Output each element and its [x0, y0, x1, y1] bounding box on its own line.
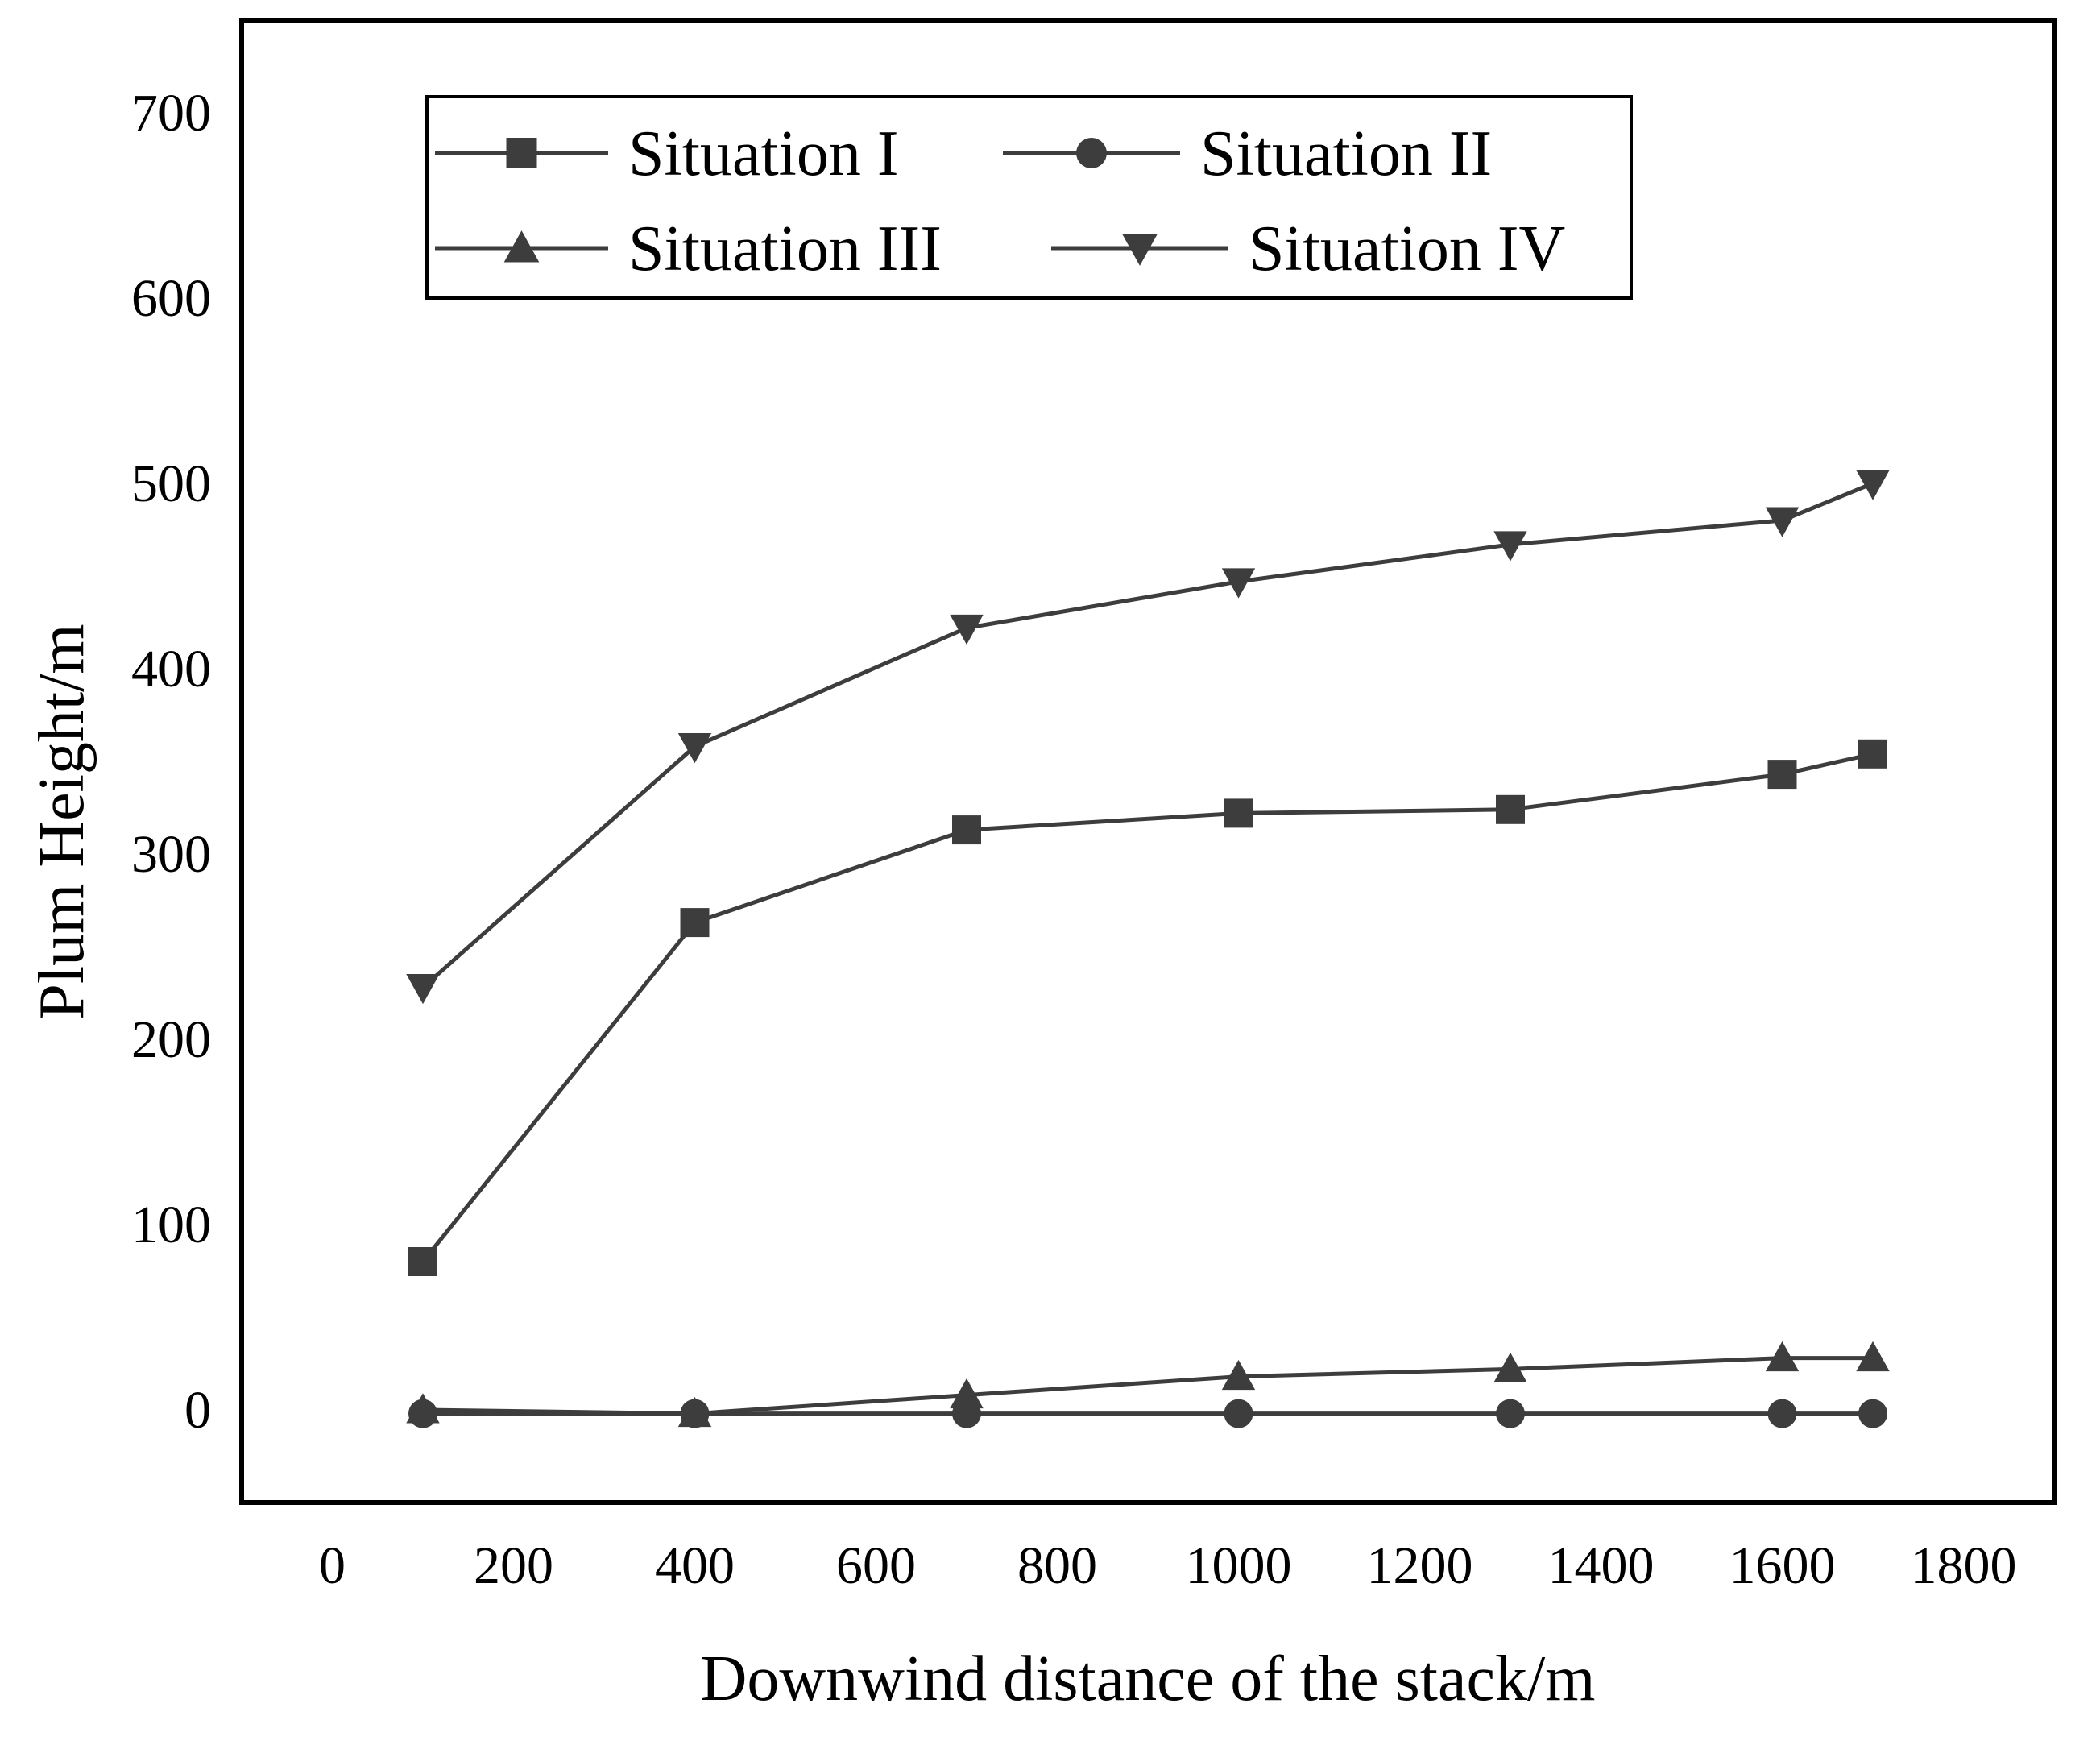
legend-items: Situation I Situation II Situation III Situ…	[435, 118, 1565, 284]
data-point-triangle-down	[677, 733, 712, 764]
x-tick-label: 1200	[1367, 1536, 1473, 1595]
x-tick-label: 600	[836, 1536, 916, 1595]
series-1	[408, 739, 1887, 1276]
data-point-square	[1224, 798, 1253, 828]
data-point-circle	[1224, 1399, 1253, 1428]
x-tick-label: 1400	[1548, 1536, 1655, 1595]
data-point-triangle-down	[1765, 507, 1800, 537]
x-tick-labels: 0 200 400 600 800 1000 1200 1400 1600 1800	[319, 1536, 2017, 1595]
legend-item: Situation III	[435, 213, 942, 284]
series-3	[406, 1341, 1890, 1428]
data-point-triangle-up	[406, 1393, 440, 1424]
y-tick-label: 200	[131, 1010, 211, 1069]
y-tick-label: 500	[131, 454, 211, 513]
legend-box	[425, 95, 1633, 300]
y-tick-label: 400	[131, 640, 211, 698]
legend-label: Situation I	[628, 118, 899, 189]
data-point-circle	[1767, 1399, 1797, 1428]
plot-frame	[239, 18, 2057, 1505]
legend-item: Situation I	[435, 118, 899, 189]
y-tick-labels: 0 100 200 300 400 500 600 700	[131, 84, 211, 1440]
series-4	[406, 470, 1890, 1005]
x-tick-label: 1600	[1729, 1536, 1836, 1595]
data-point-triangle-up	[1493, 1352, 1527, 1382]
y-axis-title: Plum Height/m	[27, 624, 97, 1019]
data-point-triangle-down	[1856, 470, 1890, 500]
data-point-triangle-down	[406, 974, 440, 1005]
data-point-triangle-up	[1856, 1341, 1890, 1372]
x-tick-label: 1800	[1911, 1536, 2017, 1595]
data-point-square	[952, 815, 981, 845]
data-point-triangle-down	[1493, 531, 1527, 562]
x-tick-label: 400	[655, 1536, 735, 1595]
x-tick-label: 800	[1017, 1536, 1097, 1595]
series-line	[421, 481, 1874, 989]
legend-marker-triangle-up	[503, 230, 540, 263]
y-tick-label: 100	[131, 1196, 211, 1254]
data-point-triangle-down	[950, 614, 984, 645]
data-point-square	[680, 908, 710, 938]
x-tick-label: 1000	[1186, 1536, 1292, 1595]
y-tick-label: 0	[184, 1381, 211, 1440]
y-tick-label: 700	[131, 84, 211, 143]
data-point-square	[408, 1247, 437, 1276]
x-tick-label: 200	[474, 1536, 553, 1595]
data-series	[406, 470, 1890, 1428]
legend-label: Situation II	[1200, 118, 1492, 189]
data-point-triangle-up	[1765, 1341, 1800, 1372]
legend-marker-square	[506, 138, 537, 168]
legend-label: Situation IV	[1249, 213, 1565, 284]
y-tick-label: 600	[131, 269, 211, 328]
legend-label: Situation III	[628, 213, 942, 284]
data-point-circle	[1496, 1399, 1525, 1428]
data-point-square	[1767, 760, 1797, 790]
legend-item: Situation IV	[1051, 213, 1565, 284]
data-point-triangle-up	[1221, 1359, 1256, 1391]
legend-item: Situation II	[1003, 118, 1492, 189]
data-point-square	[1858, 739, 1887, 769]
data-point-triangle-up	[677, 1396, 712, 1428]
x-tick-label: 0	[319, 1536, 346, 1595]
y-tick-label: 300	[131, 825, 211, 884]
series-line	[422, 1356, 1873, 1416]
data-point-triangle-down	[1221, 568, 1256, 599]
data-point-triangle-up	[950, 1378, 984, 1409]
legend: Situation I Situation II Situation III Situ…	[425, 95, 1633, 300]
series-line	[421, 752, 1874, 1263]
legend-marker-triangle-down	[1122, 234, 1158, 266]
data-point-circle	[1858, 1399, 1887, 1428]
data-point-square	[1496, 794, 1525, 824]
x-axis-title: Downwind distance of the stack/m	[701, 1644, 1596, 1714]
legend-marker-circle	[1076, 138, 1107, 168]
